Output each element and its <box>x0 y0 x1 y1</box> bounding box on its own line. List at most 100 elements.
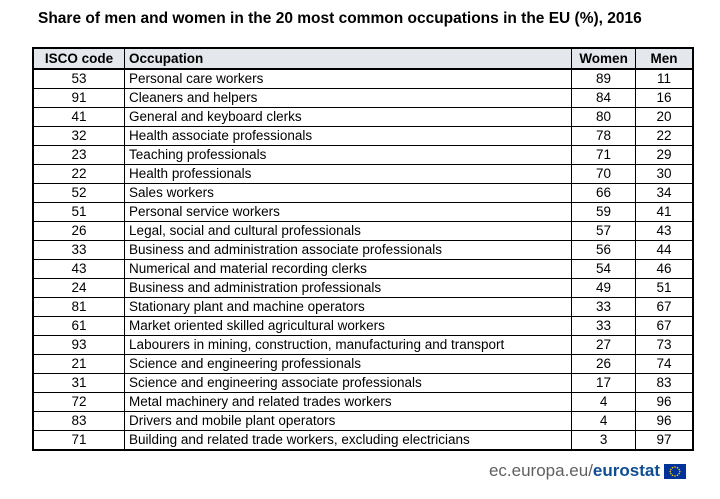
cell-isco-code: 81 <box>32 297 126 317</box>
cell-occupation: Cleaners and helpers <box>124 88 573 108</box>
cell-men: 96 <box>635 411 694 431</box>
cell-women: 80 <box>571 107 636 127</box>
occupation-table: ISCO code Occupation Women Men 53 Persona… <box>32 47 694 451</box>
eurostat-footer: ec.europa.eu/ eurostat <box>489 461 686 481</box>
cell-women: 71 <box>571 145 636 165</box>
cell-men: 73 <box>635 335 694 355</box>
cell-occupation: General and keyboard clerks <box>124 107 573 127</box>
cell-occupation: Business and administration associate pr… <box>124 240 573 260</box>
table-row: 26 Legal, social and cultural professiona… <box>32 221 694 241</box>
cell-men: 51 <box>635 278 694 298</box>
cell-occupation: Science and engineering associate profes… <box>124 373 573 393</box>
cell-men: 34 <box>635 183 694 203</box>
table-row: 51 Personal service workers 59 41 <box>32 202 694 222</box>
cell-women: 3 <box>571 430 636 451</box>
cell-isco-code: 22 <box>32 164 126 184</box>
table-row: 71 Building and related trade workers, ex… <box>32 430 694 451</box>
cell-women: 56 <box>571 240 636 260</box>
cell-women: 84 <box>571 88 636 108</box>
table-body: 53 Personal care workers 89 11 91 Cleaners an… <box>32 68 694 451</box>
table-row: 43 Numerical and material recording clerk… <box>32 259 694 279</box>
cell-men: 29 <box>635 145 694 165</box>
cell-isco-code: 31 <box>32 373 126 393</box>
cell-men: 44 <box>635 240 694 260</box>
cell-men: 46 <box>635 259 694 279</box>
cell-men: 96 <box>635 392 694 412</box>
cell-isco-code: 72 <box>32 392 126 412</box>
cell-occupation: Stationary plant and machine operators <box>124 297 573 317</box>
cell-men: 41 <box>635 202 694 222</box>
page-title: Share of men and women in the 20 most co… <box>38 10 642 27</box>
cell-isco-code: 91 <box>32 88 126 108</box>
table-header-row: ISCO code Occupation Women Men <box>32 47 694 70</box>
cell-women: 89 <box>571 68 636 89</box>
table-row: 52 Sales workers 66 34 <box>32 183 694 203</box>
cell-isco-code: 43 <box>32 259 126 279</box>
cell-women: 49 <box>571 278 636 298</box>
table-row: 61 Market oriented skilled agricultural w… <box>32 316 694 336</box>
header-occupation: Occupation <box>124 47 573 70</box>
table-row: 41 General and keyboard clerks 80 20 <box>32 107 694 127</box>
cell-occupation: Sales workers <box>124 183 573 203</box>
table-row: 23 Teaching professionals 71 29 <box>32 145 694 165</box>
cell-men: 74 <box>635 354 694 374</box>
cell-occupation: Personal service workers <box>124 202 573 222</box>
cell-men: 43 <box>635 221 694 241</box>
cell-occupation: Teaching professionals <box>124 145 573 165</box>
header-isco-code: ISCO code <box>32 47 126 70</box>
cell-isco-code: 71 <box>32 430 126 451</box>
header-women: Women <box>571 47 636 70</box>
cell-women: 4 <box>571 392 636 412</box>
cell-isco-code: 93 <box>32 335 126 355</box>
table-row: 83 Drivers and mobile plant operators 4 96 <box>32 411 694 431</box>
cell-women: 70 <box>571 164 636 184</box>
cell-isco-code: 52 <box>32 183 126 203</box>
cell-occupation: Science and engineering professionals <box>124 354 573 374</box>
table-row: 32 Health associate professionals 78 22 <box>32 126 694 146</box>
header-men: Men <box>635 47 694 70</box>
cell-women: 54 <box>571 259 636 279</box>
table-row: 22 Health professionals 70 30 <box>32 164 694 184</box>
footer-site: ec.europa.eu/ <box>488 461 593 480</box>
table-row: 33 Business and administration associate … <box>32 240 694 260</box>
table-row: 91 Cleaners and helpers 84 16 <box>32 88 694 108</box>
cell-occupation: Legal, social and cultural professionals <box>124 221 573 241</box>
table-row: 24 Business and administration profession… <box>32 278 694 298</box>
table-row: 53 Personal care workers 89 11 <box>32 68 694 89</box>
cell-occupation: Market oriented skilled agricultural wor… <box>124 316 573 336</box>
cell-women: 17 <box>571 373 636 393</box>
cell-occupation: Personal care workers <box>124 68 573 89</box>
cell-isco-code: 33 <box>32 240 126 260</box>
cell-occupation: Drivers and mobile plant operators <box>124 411 573 431</box>
table-row: 31 Science and engineering associate prof… <box>32 373 694 393</box>
cell-isco-code: 51 <box>32 202 126 222</box>
cell-men: 97 <box>635 430 694 451</box>
cell-occupation: Numerical and material recording clerks <box>124 259 573 279</box>
cell-women: 59 <box>571 202 636 222</box>
cell-occupation: Metal machinery and related trades worke… <box>124 392 573 412</box>
cell-occupation: Building and related trade workers, excl… <box>124 430 573 451</box>
eu-flag-icon <box>664 463 686 479</box>
cell-occupation: Health associate professionals <box>124 126 573 146</box>
cell-occupation: Business and administration professional… <box>124 278 573 298</box>
table-row: 21 Science and engineering professionals 2… <box>32 354 694 374</box>
cell-isco-code: 41 <box>32 107 126 127</box>
table-row: 72 Metal machinery and related trades wor… <box>32 392 694 412</box>
cell-isco-code: 21 <box>32 354 126 374</box>
cell-women: 66 <box>571 183 636 203</box>
cell-men: 83 <box>635 373 694 393</box>
cell-isco-code: 26 <box>32 221 126 241</box>
cell-isco-code: 23 <box>32 145 126 165</box>
cell-men: 16 <box>635 88 694 108</box>
cell-men: 30 <box>635 164 694 184</box>
cell-isco-code: 61 <box>32 316 126 336</box>
cell-men: 67 <box>635 316 694 336</box>
cell-women: 33 <box>571 316 636 336</box>
cell-men: 11 <box>635 68 694 89</box>
cell-occupation: Health professionals <box>124 164 573 184</box>
table-row: 93 Labourers in mining, construction, man… <box>32 335 694 355</box>
footer-brand: eurostat <box>592 461 660 480</box>
cell-women: 33 <box>571 297 636 317</box>
cell-women: 27 <box>571 335 636 355</box>
cell-occupation: Labourers in mining, construction, manuf… <box>124 335 573 355</box>
